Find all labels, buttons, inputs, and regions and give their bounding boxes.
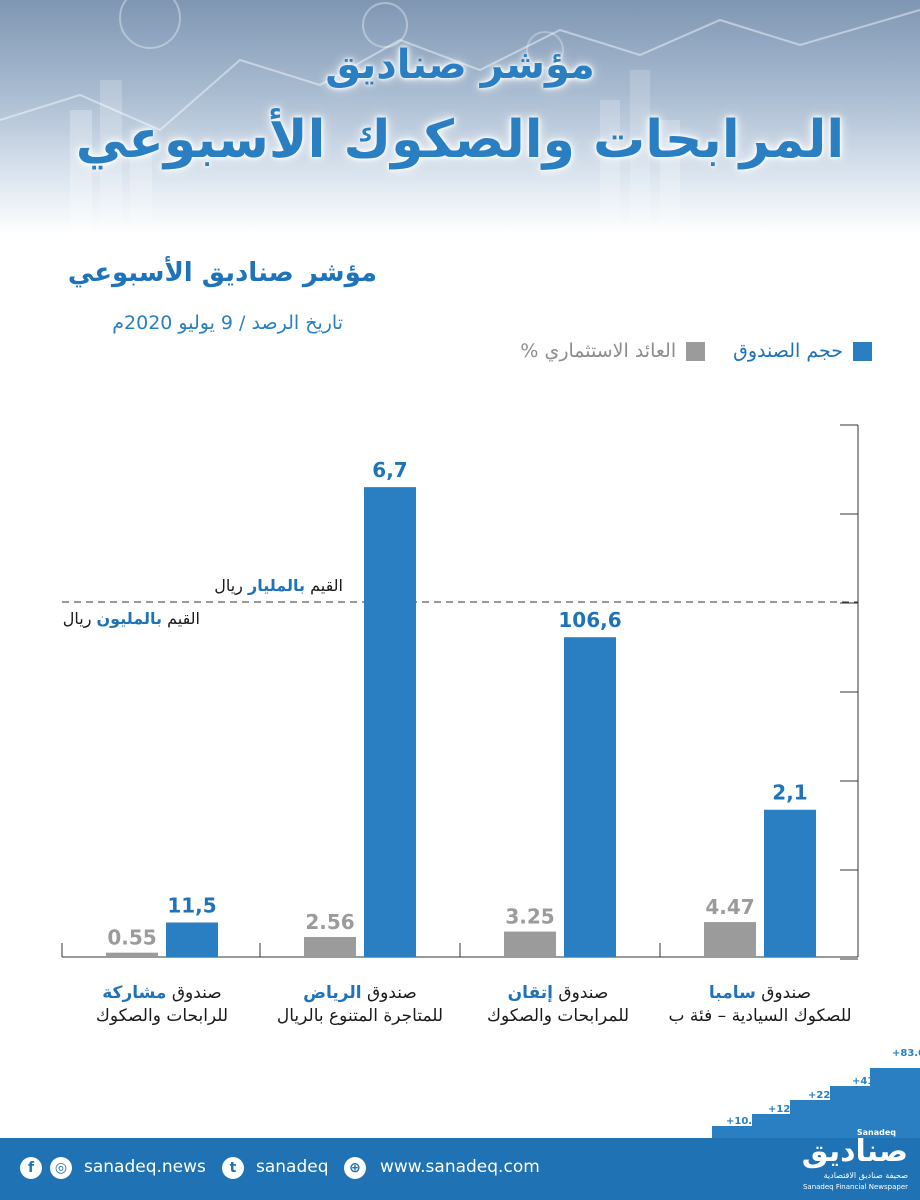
fund-size-value-label: 6,7 — [372, 458, 407, 482]
brand-latin: Sanadeq — [856, 1128, 896, 1137]
category-subline: للصكوك السيادية – فئة ب — [668, 1006, 852, 1026]
growth-stairs-graphic: +10.3 +12.0 +22.6 +41.9 +83.0 — [712, 1048, 920, 1138]
website-link[interactable]: www.sanadeq.com — [380, 1157, 540, 1177]
banner-background-graphic — [0, 0, 920, 235]
fund-size-bar — [764, 809, 816, 957]
category-label-musharaka: صندوق مشاركة للرابحات والصكوك — [62, 982, 262, 1028]
fund-size-value-label: 11,5 — [167, 894, 216, 918]
return-value-label: 2.56 — [305, 910, 354, 934]
category-name: الرياض — [303, 983, 362, 1003]
unit-note-million-accent: بالمليون — [96, 609, 163, 628]
legend-label-fund-size: حجم الصندوق — [733, 340, 843, 362]
brand-logo-arabic: صناديق — [801, 1134, 908, 1169]
stair-label: +12.0 — [768, 1104, 801, 1115]
stair-label: +41.9 — [852, 1076, 885, 1087]
category-prefix: صندوق — [366, 983, 417, 1003]
unit-note-million-pre: القيم — [167, 609, 200, 628]
twitter-handle[interactable]: sanadeq — [256, 1157, 329, 1177]
return-bar — [504, 931, 556, 957]
globe-icon[interactable]: ⊕ — [344, 1157, 366, 1179]
chart-legend: حجم الصندوق العائد الاستثماري % — [520, 340, 872, 362]
return-bar — [106, 952, 158, 957]
category-name: مشاركة — [102, 983, 167, 1003]
fund-size-bar — [564, 637, 616, 957]
category-label-samba: صندوق سامبا للصكوك السيادية – فئة ب — [660, 982, 860, 1028]
unit-note-billion-pre: القيم — [310, 576, 343, 595]
legend-item-return: العائد الاستثماري % — [520, 340, 706, 362]
legend-swatch-gray — [686, 341, 706, 361]
instagram-icon[interactable]: ◎ — [50, 1157, 72, 1179]
headline-line-2: المرابحات والصكوك الأسبوعي — [75, 110, 845, 170]
twitter-icon[interactable]: t — [222, 1157, 244, 1179]
return-value-label: 4.47 — [705, 895, 754, 919]
category-name: إتقان — [507, 983, 554, 1003]
category-label-itqan: صندوق إتقان للمرابحات والصكوك — [458, 982, 658, 1028]
category-subline: للمرابحات والصكوك — [486, 1006, 630, 1026]
facebook-icon[interactable]: f — [20, 1157, 42, 1179]
observation-date: تاريخ الرصد / 9 يوليو 2020م — [112, 312, 343, 334]
return-bar — [704, 922, 756, 957]
stair-label: +83.0 — [892, 1048, 920, 1059]
unit-note-million-post: ريال — [62, 609, 92, 628]
category-subline: للمتاجرة المتنوع بالريال — [276, 1006, 444, 1026]
fund-size-bar — [364, 487, 416, 957]
legend-label-return: العائد الاستثماري % — [520, 340, 677, 362]
brand-tagline-english: Sanadeq Financial Newspaper — [802, 1183, 908, 1191]
fund-size-bar — [166, 922, 218, 957]
stair-label: +22.6 — [808, 1090, 841, 1101]
stair-label: +10.3 — [726, 1116, 759, 1127]
category-prefix: صندوق — [171, 983, 222, 1003]
unit-note-million: القيم بالمليون ريال — [63, 609, 200, 628]
bar-chart: 4.47 2,1 3.25 106,6 2.56 6,7 0.55 11,5 — [61, 424, 859, 960]
category-prefix: صندوق — [761, 983, 812, 1003]
unit-note-billion: القيم بالمليار ريال — [214, 576, 343, 595]
chart-subtitle: مؤشر صناديق الأسبوعي — [67, 258, 377, 288]
header-banner — [0, 0, 920, 235]
unit-note-billion-accent: بالمليار — [247, 576, 306, 595]
fund-size-value-label: 106,6 — [558, 608, 621, 632]
category-name: سامبا — [708, 983, 756, 1003]
legend-swatch-blue — [853, 341, 872, 361]
brand-tagline-arabic: صحيفة صناديق الاقتصادية — [823, 1171, 908, 1180]
return-bar — [304, 936, 356, 957]
category-subline: للرابحات والصكوك — [95, 1006, 229, 1026]
legend-item-fund-size: حجم الصندوق — [733, 340, 872, 362]
category-label-riyad: صندوق الرياض للمتاجرة المتنوع بالريال — [260, 982, 460, 1028]
return-value-label: 0.55 — [107, 926, 156, 950]
footer-bar — [0, 1138, 920, 1200]
fund-size-value-label: 2,1 — [772, 781, 807, 805]
social-handle[interactable]: sanadeq.news — [84, 1157, 206, 1177]
headline-line-1: مؤشر صناديق — [325, 42, 595, 88]
unit-note-billion-post: ريال — [214, 576, 243, 595]
category-prefix: صندوق — [558, 983, 609, 1003]
return-value-label: 3.25 — [505, 905, 554, 929]
